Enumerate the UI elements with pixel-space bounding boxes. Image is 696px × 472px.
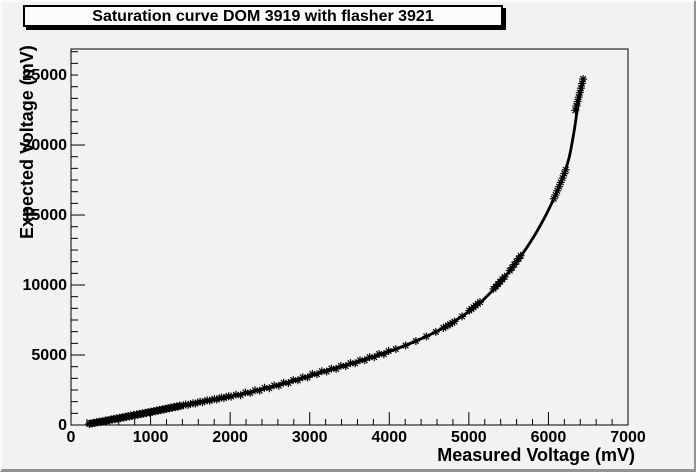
y-tick-label: 25000	[23, 67, 68, 84]
x-tick-label: 4000	[371, 429, 407, 446]
y-tick-label: 15000	[23, 207, 68, 224]
x-tick-label: 2000	[212, 429, 248, 446]
x-tick-label: 1000	[133, 429, 169, 446]
x-tick-label: 6000	[531, 429, 567, 446]
y-axis-title: Expected Voltage (mV)	[17, 45, 37, 239]
x-tick-label: 7000	[610, 429, 646, 446]
x-axis-title: Measured Voltage (mV)	[437, 445, 635, 465]
plot-title: Saturation curve DOM 3919 with flasher 3…	[92, 8, 434, 25]
plot-frame	[70, 48, 629, 426]
y-tick-label: 0	[58, 417, 67, 434]
marker-asterisk	[85, 75, 588, 428]
data-points	[85, 75, 588, 428]
x-tick-label: 0	[67, 429, 76, 446]
x-tick-label: 5000	[451, 429, 487, 446]
y-tick-label: 5000	[31, 347, 67, 364]
y-tick-label: 20000	[23, 137, 68, 154]
y-tick-label: 10000	[23, 277, 68, 294]
plot-title-box: Saturation curve DOM 3919 with flasher 3…	[23, 5, 503, 27]
x-tick-label: 3000	[292, 429, 328, 446]
